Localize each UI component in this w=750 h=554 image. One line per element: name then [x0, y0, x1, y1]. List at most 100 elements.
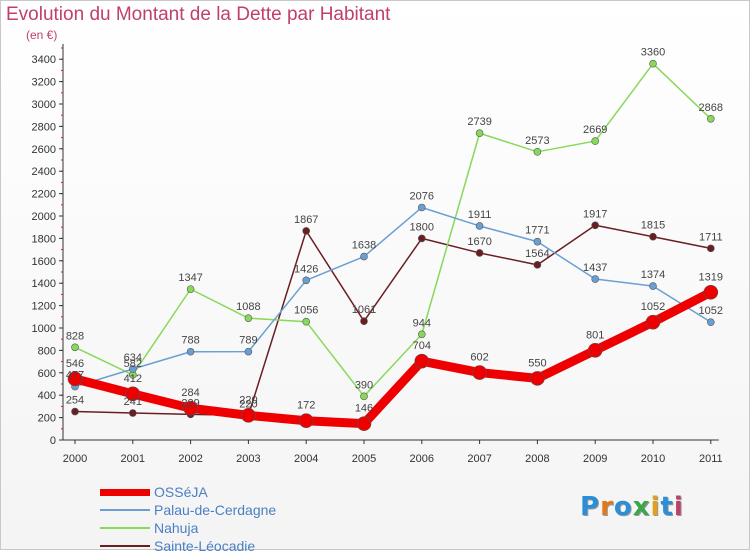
- series-line: [74, 62, 712, 398]
- data-point: [533, 148, 542, 156]
- data-label: 1052: [641, 301, 665, 313]
- data-label: 1056: [294, 305, 318, 317]
- data-label: 2076: [410, 190, 434, 202]
- legend-label: Sainte-Léocadie: [154, 538, 256, 554]
- data-point: [591, 275, 600, 283]
- y-tick-label: 200: [38, 413, 56, 425]
- data-label: 1867: [294, 214, 318, 226]
- chart-subtitle: (en €): [26, 28, 58, 42]
- data-point: [129, 365, 137, 373]
- data-label: 477: [66, 370, 84, 382]
- y-tick-label: 1800: [32, 233, 56, 245]
- data-point: [645, 314, 661, 330]
- data-labels: 254 241 229 220 1867 1061 1800 1670 1564 1917 1815…: [66, 47, 723, 415]
- data-point: [417, 203, 426, 212]
- data-point: [417, 234, 426, 243]
- data-point: [129, 409, 137, 417]
- data-label: 2669: [583, 124, 607, 136]
- data-point: [302, 227, 311, 235]
- data-label: 254: [66, 395, 84, 407]
- proxiti-logo: Proxiti: [580, 492, 684, 522]
- y-tick-label: 3400: [32, 54, 56, 66]
- data-label: 1771: [525, 225, 549, 237]
- y-tick-label: 2200: [32, 189, 56, 201]
- data-point: [360, 392, 368, 401]
- data-point: [649, 59, 657, 68]
- data-point: [302, 317, 311, 326]
- data-point: [417, 330, 426, 339]
- y-tick-label: 3200: [32, 77, 56, 89]
- data-label: 704: [413, 340, 431, 352]
- legend-item: Sainte-Léocadie: [100, 538, 400, 554]
- data-point: [186, 285, 195, 293]
- y-tick-label: 2000: [32, 211, 56, 223]
- data-point: [475, 249, 484, 257]
- data-point: [475, 222, 484, 230]
- series-line: [74, 206, 712, 388]
- data-point: [591, 221, 600, 230]
- data-label: 1437: [583, 262, 607, 274]
- x-tick-label: 2011: [699, 453, 723, 465]
- x-tick-label: 2006: [410, 453, 434, 465]
- data-point: [706, 114, 715, 123]
- data-point: [302, 276, 311, 285]
- data-point: [71, 407, 79, 416]
- data-point: [67, 371, 83, 387]
- data-label: 828: [66, 330, 84, 342]
- data-point: [360, 317, 368, 325]
- data-label: 550: [528, 357, 546, 369]
- y-tick-label: 1000: [32, 323, 56, 335]
- data-label: 2868: [699, 102, 723, 114]
- data-label: 220: [239, 398, 257, 410]
- data-label: 1088: [236, 301, 260, 313]
- data-label: 1426: [294, 263, 318, 275]
- data-point: [125, 386, 141, 402]
- data-point: [649, 232, 657, 241]
- x-tick-label: 2007: [467, 453, 491, 465]
- data-label: 944: [413, 317, 431, 329]
- y-tick-label: 0: [50, 435, 56, 447]
- data-label: 582: [124, 358, 142, 370]
- data-point: [356, 416, 372, 431]
- legend-label: Nahuja: [154, 520, 199, 536]
- data-point: [414, 353, 430, 369]
- data-point: [244, 347, 253, 356]
- series-lines: [67, 59, 719, 431]
- data-point: [649, 282, 657, 290]
- data-point: [472, 365, 487, 380]
- data-label: 546: [66, 358, 84, 370]
- data-label: 788: [181, 335, 199, 347]
- y-tick-label: 1600: [32, 256, 56, 268]
- data-label: 634: [124, 352, 142, 364]
- legend-label: Palau-de-Cerdagne: [154, 502, 277, 518]
- y-tick-label: 2600: [32, 144, 56, 156]
- data-point: [475, 129, 484, 138]
- y-tick-label: 1200: [32, 301, 56, 313]
- data-label: 2739: [467, 116, 491, 128]
- legend-item: Nahuja: [100, 520, 400, 536]
- legend-item: Palau-de-Cerdagne: [100, 502, 400, 518]
- x-tick-label: 2008: [525, 453, 549, 465]
- x-tick-label: 2001: [121, 453, 145, 465]
- data-label: 412: [124, 373, 142, 385]
- data-point: [533, 261, 542, 269]
- data-point: [71, 343, 79, 352]
- legend-item: OSSéJA: [100, 484, 400, 500]
- data-label: 2573: [525, 135, 549, 147]
- data-point: [530, 371, 545, 386]
- data-point: [183, 400, 198, 416]
- data-point: [591, 137, 600, 145]
- x-tick-label: 2002: [178, 453, 202, 465]
- data-label: 1374: [641, 269, 665, 281]
- series-line: [74, 224, 712, 417]
- x-tick-label: 2004: [294, 453, 318, 465]
- data-label: 146: [355, 403, 373, 415]
- data-label: 172: [297, 400, 315, 412]
- legend-swatch: [100, 527, 150, 529]
- data-label: 284: [181, 387, 199, 399]
- x-tick-label: 2000: [63, 453, 87, 465]
- data-label: 1061: [352, 304, 376, 316]
- data-point: [533, 237, 542, 246]
